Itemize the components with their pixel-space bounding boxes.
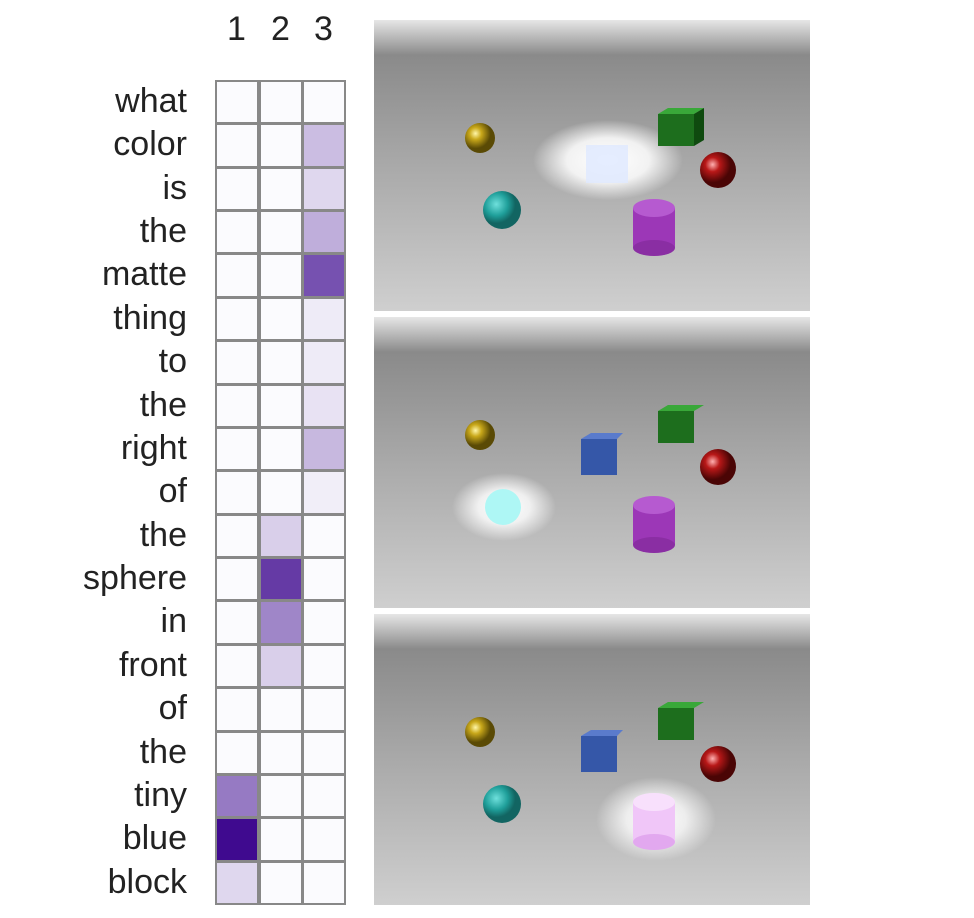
column-label-1: 1 — [227, 10, 246, 48]
word-label: the — [139, 385, 187, 424]
word-label: the — [139, 515, 187, 554]
word-label: thing — [113, 298, 187, 337]
word-label: color — [113, 125, 187, 164]
heatmap-cell — [259, 80, 303, 125]
heatmap-cell — [259, 166, 303, 212]
heatmap-cell — [302, 557, 346, 602]
word-label: the — [139, 732, 187, 771]
heatmap-cell — [259, 253, 303, 298]
heatmap-cell — [215, 600, 259, 645]
scene-3-image — [374, 614, 810, 905]
heatmap-cell — [215, 557, 259, 602]
heatmap-cell — [302, 513, 346, 559]
heatmap-cell — [302, 773, 346, 819]
word-label: matte — [101, 255, 187, 294]
heatmap-cell — [215, 80, 259, 125]
heatmap-cell — [215, 383, 259, 428]
heatmap-cell — [302, 643, 346, 689]
heatmap-cell — [215, 470, 259, 515]
word-label: the — [139, 212, 187, 251]
heatmap-cell — [259, 210, 303, 255]
heatmap-cell — [215, 643, 259, 689]
word-label: block — [107, 862, 187, 901]
heatmap-cell — [259, 513, 303, 559]
heatmap-cell — [302, 470, 346, 515]
heatmap-cell — [259, 340, 303, 385]
heatmap-cell — [302, 860, 346, 905]
heatmap-cell — [215, 426, 259, 472]
word-label: right — [120, 428, 187, 467]
heatmap-cell — [215, 166, 259, 212]
word-label: of — [158, 689, 187, 728]
heatmap-cell — [215, 817, 259, 862]
heatmap-cell — [259, 600, 303, 645]
heatmap-cell — [259, 817, 303, 862]
word-label: sphere — [83, 559, 187, 598]
word-label: what — [115, 82, 187, 120]
column-label-2: 2 — [271, 10, 290, 48]
heatmap-cell — [215, 296, 259, 342]
word-label: of — [158, 472, 187, 511]
scene-1-image — [374, 20, 810, 311]
heatmap-cell — [259, 557, 303, 602]
word-label: blue — [122, 819, 187, 858]
heatmap-cell — [215, 730, 259, 775]
heatmap-cell — [302, 80, 346, 125]
heatmap-cell — [215, 340, 259, 385]
word-label: in — [160, 602, 187, 641]
heatmap-cell — [259, 687, 303, 732]
word-label: tiny — [134, 775, 187, 814]
heatmap-cell — [259, 773, 303, 819]
heatmap-cell — [302, 253, 346, 298]
heatmap-cell — [259, 123, 303, 168]
heatmap-cell — [259, 383, 303, 428]
heatmap-cell — [259, 730, 303, 775]
heatmap-cell — [259, 426, 303, 472]
heatmap-cell — [302, 210, 346, 255]
heatmap-cell — [259, 643, 303, 689]
heatmap-cell — [302, 340, 346, 385]
heatmap-cell — [302, 383, 346, 428]
heatmap-cell — [302, 123, 346, 168]
word-label: to — [158, 342, 187, 381]
heatmap-cell — [215, 253, 259, 298]
heatmap-cell — [259, 296, 303, 342]
heatmap-cell — [215, 687, 259, 732]
heatmap-cell — [302, 730, 346, 775]
heatmap-cell — [215, 210, 259, 255]
heatmap-cell — [215, 513, 259, 559]
heatmap-cell — [215, 773, 259, 819]
column-label-3: 3 — [314, 10, 333, 48]
heatmap-cell — [302, 687, 346, 732]
heatmap-cell — [302, 426, 346, 472]
word-label: is — [162, 168, 187, 207]
scene-2-image — [374, 317, 810, 608]
heatmap-cell — [215, 860, 259, 905]
heatmap-cell — [259, 860, 303, 905]
heatmap-cell — [302, 296, 346, 342]
heatmap-cell — [302, 600, 346, 645]
heatmap-cell — [302, 817, 346, 862]
attention-heatmap — [215, 80, 346, 905]
heatmap-cell — [215, 123, 259, 168]
word-label: front — [118, 645, 187, 684]
heatmap-cell — [259, 470, 303, 515]
heatmap-cell — [302, 166, 346, 212]
